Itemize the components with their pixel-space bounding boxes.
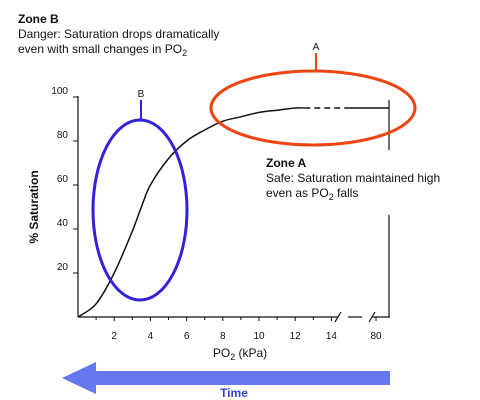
dissociation-curve — [77, 107, 305, 318]
time-label: Time — [220, 386, 248, 400]
zone-b-marker-label: B — [138, 89, 145, 100]
axis-break-mark-right — [368, 311, 376, 323]
zone-a-ellipse — [209, 69, 417, 147]
y-tick-label-40: 40 — [57, 218, 69, 229]
time-arrow — [62, 362, 390, 394]
x-tick-label-10: 10 — [253, 331, 265, 342]
x-tick-label-4: 4 — [148, 331, 154, 342]
x-tick-label-12: 12 — [290, 331, 302, 342]
zone-a-line2: even as PO2 falls — [266, 186, 440, 202]
x-tick-label-6: 6 — [184, 331, 190, 342]
y-tick-label-60: 60 — [57, 174, 69, 185]
zone-b-line1: Danger: Saturation drops dramatically — [18, 27, 220, 41]
zone-a-line2-suffix: falls — [333, 186, 359, 200]
zone-a-description: Zone A Safe: Saturation maintained high … — [266, 156, 441, 202]
chart-ticks: 20 40 60 80 100 2 4 6 8 10 12 14 80 — [51, 86, 382, 342]
zone-a-line1: Safe: Saturation maintained high — [266, 171, 441, 185]
zone-a-line2-prefix: even as PO — [266, 186, 329, 200]
zone-ellipses — [91, 53, 417, 302]
zone-b-line2: even with small changes in PO2 — [18, 42, 219, 58]
time-group: Time — [62, 362, 390, 400]
y-tick-label-20: 20 — [57, 262, 69, 273]
x-tick-label-80: 80 — [370, 331, 382, 342]
x-axis-title: PO2 (kPa) — [213, 346, 267, 362]
y-tick-label-100: 100 — [51, 86, 68, 97]
zone-a-line2-sub: 2 — [328, 192, 334, 202]
x-tick-label-8: 8 — [220, 331, 226, 342]
chart-axes — [77, 96, 390, 323]
curve-group — [77, 107, 389, 318]
y-axis-title: % Saturation — [27, 170, 41, 243]
zone-b-title: Zone B — [18, 12, 59, 26]
zone-b-line2-prefix: even with small changes in PO — [18, 42, 183, 56]
x-tick-label-2: 2 — [111, 331, 117, 342]
zone-a-marker-label: A — [313, 42, 320, 53]
x-tick-label-14: 14 — [326, 331, 338, 342]
zone-a-title: Zone A — [266, 156, 307, 170]
chart-labels: % Saturation PO2 (kPa) A B — [27, 42, 320, 362]
axis-break-mark-left — [334, 311, 342, 323]
zone-b-description: Zone B Danger: Saturation drops dramatic… — [18, 12, 220, 58]
y-tick-label-80: 80 — [57, 130, 69, 141]
zone-b-line2-sub: 2 — [182, 48, 188, 58]
